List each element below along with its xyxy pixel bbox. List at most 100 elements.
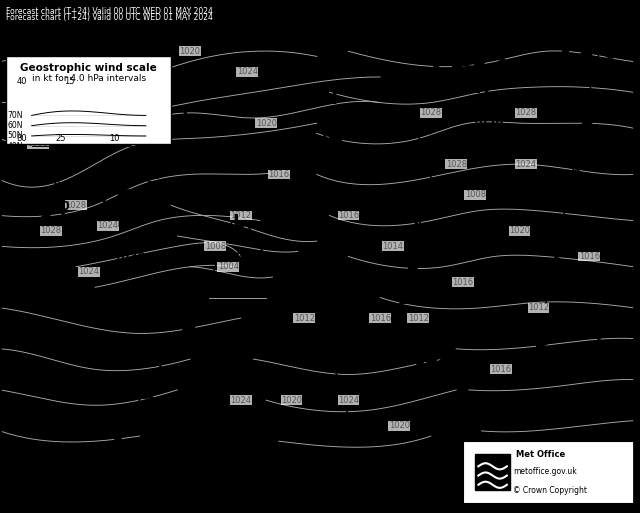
Text: H: H: [322, 90, 337, 108]
Polygon shape: [284, 156, 301, 171]
Text: 1020: 1020: [255, 119, 276, 128]
Text: 1015: 1015: [177, 144, 209, 156]
Text: 1028: 1028: [515, 108, 536, 117]
Text: H: H: [116, 213, 131, 231]
Text: 1012: 1012: [408, 313, 429, 323]
Text: metoffice.gov.uk: metoffice.gov.uk: [513, 467, 577, 477]
Polygon shape: [374, 337, 388, 349]
Text: 1024: 1024: [237, 67, 258, 76]
Polygon shape: [427, 357, 437, 370]
Text: 1024: 1024: [338, 396, 359, 405]
Text: 1020: 1020: [388, 421, 410, 430]
Text: 1029: 1029: [472, 118, 504, 131]
Polygon shape: [221, 198, 232, 207]
Polygon shape: [298, 308, 308, 316]
Text: 80: 80: [17, 133, 28, 143]
Polygon shape: [411, 47, 424, 62]
Text: 1016: 1016: [370, 313, 391, 323]
Text: 1024: 1024: [78, 267, 99, 277]
Polygon shape: [537, 339, 547, 347]
Text: 1024: 1024: [515, 160, 536, 169]
Polygon shape: [542, 311, 553, 320]
Polygon shape: [209, 188, 221, 203]
Text: H: H: [582, 315, 596, 333]
Text: H: H: [474, 80, 489, 97]
Polygon shape: [452, 57, 463, 73]
Polygon shape: [287, 290, 298, 299]
Polygon shape: [244, 189, 261, 203]
Text: Forecast chart (T+24) Valid 00 UTC WED 01 MAY 2024: Forecast chart (T+24) Valid 00 UTC WED 0…: [6, 13, 213, 22]
Polygon shape: [140, 389, 153, 399]
Polygon shape: [97, 458, 109, 467]
Polygon shape: [348, 318, 362, 329]
Bar: [476, 454, 510, 490]
Text: 1028: 1028: [420, 108, 442, 117]
Polygon shape: [571, 173, 581, 183]
Polygon shape: [412, 246, 422, 254]
Polygon shape: [565, 201, 575, 210]
Text: in kt for 4.0 hPa intervals: in kt for 4.0 hPa intervals: [31, 74, 146, 84]
Polygon shape: [179, 183, 190, 198]
Polygon shape: [183, 321, 196, 330]
Polygon shape: [391, 40, 404, 54]
Text: 40: 40: [17, 76, 28, 86]
Polygon shape: [400, 297, 409, 305]
Text: H: H: [40, 162, 55, 180]
Polygon shape: [168, 343, 181, 352]
Polygon shape: [518, 56, 529, 71]
Polygon shape: [255, 238, 266, 246]
Text: 1008: 1008: [205, 242, 226, 251]
Text: 1019: 1019: [129, 169, 162, 182]
Polygon shape: [365, 331, 379, 343]
Text: 1016: 1016: [268, 170, 289, 179]
Text: 1014: 1014: [382, 242, 403, 251]
Text: 1028: 1028: [40, 226, 61, 235]
Text: 1008: 1008: [557, 185, 589, 198]
Text: 1020: 1020: [509, 226, 530, 235]
Polygon shape: [603, 43, 613, 58]
Polygon shape: [428, 163, 437, 170]
Polygon shape: [416, 354, 427, 367]
Polygon shape: [403, 121, 415, 137]
Polygon shape: [159, 189, 170, 197]
Polygon shape: [127, 189, 139, 198]
Text: 10: 10: [109, 133, 119, 143]
Text: 1007: 1007: [319, 323, 352, 336]
Polygon shape: [257, 178, 275, 192]
Text: 1023: 1023: [335, 457, 368, 469]
Text: Met Office: Met Office: [516, 450, 566, 460]
Polygon shape: [191, 192, 202, 200]
Polygon shape: [116, 184, 127, 200]
Polygon shape: [582, 119, 592, 128]
Text: 1016: 1016: [452, 278, 473, 287]
Polygon shape: [450, 357, 460, 370]
Polygon shape: [554, 256, 564, 265]
Polygon shape: [276, 273, 287, 281]
Polygon shape: [474, 60, 484, 75]
Text: 1020: 1020: [281, 396, 302, 405]
Text: L: L: [232, 213, 243, 231]
Text: H: H: [338, 418, 353, 436]
Polygon shape: [366, 122, 378, 137]
Bar: [463, 441, 634, 503]
Text: 1004: 1004: [218, 262, 239, 271]
Polygon shape: [265, 255, 276, 264]
Text: 1012: 1012: [230, 211, 252, 220]
Polygon shape: [270, 167, 287, 181]
Text: L: L: [134, 131, 145, 149]
Polygon shape: [582, 45, 593, 61]
Text: 15: 15: [65, 76, 75, 86]
Polygon shape: [425, 196, 434, 204]
Polygon shape: [422, 146, 431, 154]
Text: 1016: 1016: [579, 252, 600, 261]
Polygon shape: [348, 125, 360, 141]
Polygon shape: [560, 49, 572, 64]
Text: 1016: 1016: [52, 72, 74, 82]
Polygon shape: [227, 224, 239, 234]
Text: 1008: 1008: [465, 190, 486, 200]
Text: 1020: 1020: [180, 47, 200, 56]
Polygon shape: [155, 366, 167, 376]
Text: 1000: 1000: [228, 251, 260, 264]
Text: 1013: 1013: [579, 354, 612, 367]
Text: L: L: [561, 146, 573, 164]
